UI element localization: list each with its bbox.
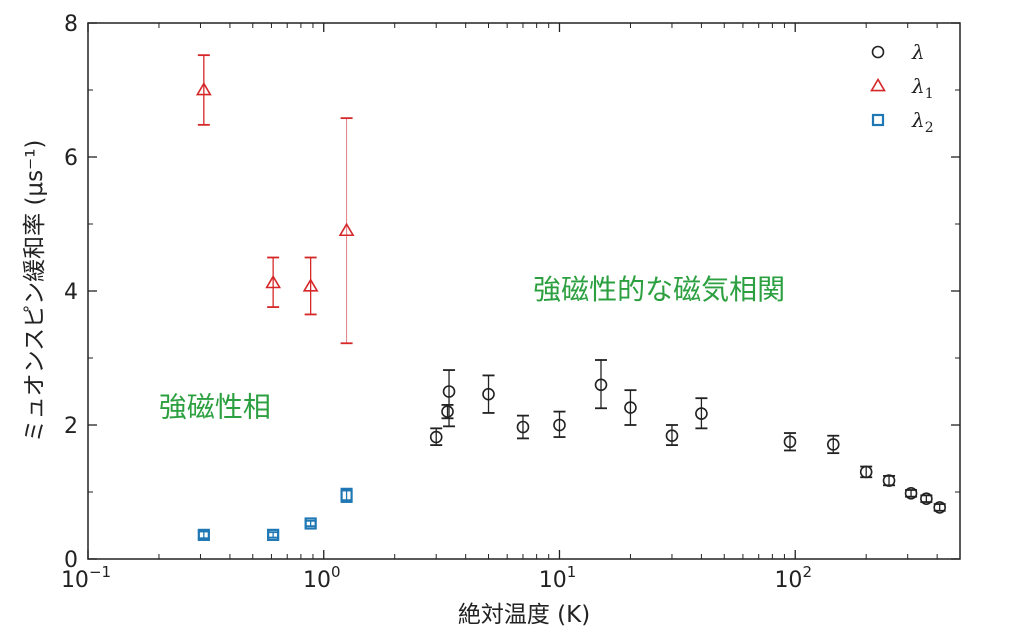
x-tick-label: 102 [774,563,812,593]
legend-marker [871,45,885,59]
data-point [594,378,608,392]
data-point [516,420,530,434]
legend-label: λ2 [911,108,934,136]
y-tick-label: 0 [64,548,78,573]
y-tick-label: 6 [64,146,78,171]
data-point [826,438,840,451]
data-point [859,465,873,479]
data-point [695,407,708,420]
x-tick-label: 101 [539,563,577,593]
y-axis-label: ミュオンスピン緩和率 (μs⁻¹) [22,140,48,443]
legend-label: λ1 [911,74,934,102]
axis-ticks [87,22,961,560]
legend-label: λ [911,40,925,64]
data-point [429,430,443,444]
data-point [304,517,317,530]
data-point [933,501,946,514]
data-point [783,435,797,449]
data-point [904,487,918,500]
data-point [442,385,456,398]
data-point [482,387,495,401]
legend-marker [871,113,885,127]
data-point [441,405,454,418]
x-axis-label: 絶対温度 (K) [458,602,590,628]
data-point [920,492,933,506]
y-tick-label: 8 [64,12,78,37]
data-point [340,489,353,502]
data-point [553,418,566,432]
y-tick-label: 4 [64,280,78,305]
annotation-text: 強磁性相 [159,390,271,423]
data-point [338,222,355,237]
axis-tick-labels: 0 2 4 6 8 10−1 100 101 102 [61,12,812,593]
data-point [267,528,280,541]
x-tick-label: 10−1 [61,563,111,593]
data-point [624,401,637,414]
plot-frame [87,22,961,560]
x-tick-label: 100 [303,563,341,593]
legend: λ λ1 λ2 [870,40,934,136]
data-point [882,474,896,487]
legend-marker [870,77,886,92]
data-point [302,278,319,292]
data-marks [195,54,946,541]
annotation-text: 強磁性的な磁気相関 [533,273,785,306]
data-point [195,81,212,96]
y-tick-label: 2 [64,414,78,439]
data-point [665,429,679,443]
data-point [197,528,210,541]
data-point [265,274,282,289]
